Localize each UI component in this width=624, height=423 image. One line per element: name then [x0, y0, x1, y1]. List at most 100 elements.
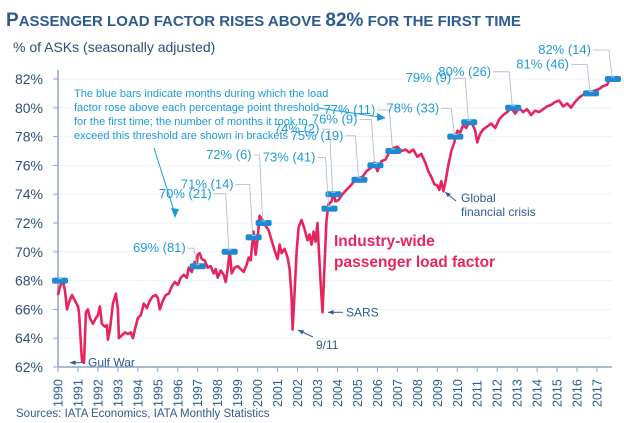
x-tick-label: 2016	[571, 379, 585, 407]
x-tick-label: 2000	[251, 379, 265, 407]
y-tick-label: 70%	[15, 244, 43, 260]
x-tick-label: 1996	[171, 379, 185, 407]
note-arrow-right-head	[377, 113, 386, 121]
threshold-bar	[385, 148, 402, 154]
note-line: The blue bars indicate months during whi…	[74, 88, 328, 100]
threshold-leader	[571, 64, 591, 91]
y-tick-label: 68%	[15, 273, 43, 289]
threshold-leader	[359, 119, 375, 163]
x-tick-label: 2017	[591, 379, 605, 407]
threshold-label: 78% (33)	[387, 101, 440, 116]
x-tick-label: 1997	[191, 379, 205, 407]
threshold-label: 71% (14)	[181, 176, 234, 191]
x-tick-label: 1999	[231, 379, 245, 407]
threshold-label: 76% (9)	[312, 111, 358, 126]
x-tick-label: 1998	[211, 379, 225, 407]
x-tick-label: 2003	[311, 379, 325, 407]
threshold-label: 72% (6)	[206, 147, 252, 162]
x-tick-label: 1991	[71, 379, 85, 407]
x-tick-label: 2009	[431, 379, 445, 407]
threshold-label: 79% (9)	[406, 70, 452, 85]
y-tick-label: 80%	[15, 100, 43, 116]
initial-bar-68	[51, 277, 68, 284]
y-tick-labels: 62% 64% 66% 68% 70% 72% 74% 76% 78% 80% 82%	[15, 71, 43, 375]
threshold-bar	[255, 220, 272, 226]
note-line: exceed this threshold are shown in brack…	[74, 130, 289, 142]
explanatory-note: The blue bars indicate months during whi…	[74, 88, 328, 142]
threshold-leader	[441, 108, 455, 134]
x-tick-label: 2002	[291, 379, 305, 407]
threshold-bar	[505, 104, 522, 111]
x-tick-label: 2014	[531, 379, 545, 407]
threshold-bar	[245, 234, 262, 241]
x-tick-label: 2005	[351, 379, 365, 407]
y-tick-label: 74%	[15, 186, 43, 202]
chart-title: PASSENGER LOAD FACTOR RISES ABOVE 82% FO…	[6, 10, 521, 31]
x-tick-label: 2015	[551, 379, 565, 407]
series-line-0	[56, 76, 615, 364]
y-tick-label: 66%	[15, 301, 43, 317]
threshold-label: 81% (46)	[516, 56, 569, 71]
x-tick-label: 1992	[91, 379, 105, 407]
note-line: for the first time; the number of months…	[74, 116, 308, 128]
event-label-sars: SARS	[346, 305, 379, 319]
threshold-bar	[461, 119, 478, 126]
y-tick-label: 62%	[15, 359, 43, 375]
event-label-gfc-line1: Global	[461, 191, 496, 205]
threshold-label: 75% (19)	[291, 128, 344, 143]
threshold-bar	[367, 162, 384, 169]
x-tick-label: 2013	[511, 379, 525, 407]
note-arrow-left-head	[171, 208, 179, 218]
y-tick-label: 76%	[15, 157, 43, 173]
threshold-bar	[583, 90, 600, 97]
x-tick-label: 1994	[131, 379, 145, 407]
y-tick-label: 64%	[15, 330, 43, 346]
gulf-war-arrow-head	[70, 360, 76, 366]
source-note: Sources: IATA Economics, IATA Monthly St…	[16, 408, 270, 420]
threshold-leader	[317, 157, 329, 206]
y-axis-label: % of ASKs (seasonally adjusted)	[13, 39, 215, 55]
threshold-bar	[189, 263, 206, 270]
x-tick-label: 2010	[451, 379, 465, 407]
threshold-leader	[345, 135, 359, 177]
y-tick-label: 82%	[15, 71, 43, 87]
threshold-label: 70% (21)	[159, 186, 212, 201]
series-line-group	[56, 76, 615, 364]
threshold-label: 77% (11)	[324, 102, 376, 117]
threshold-bar	[221, 248, 238, 255]
threshold-label: 74% (2)	[274, 121, 320, 136]
note-arrows	[153, 107, 386, 218]
event-label-gulf-war: Gulf War	[88, 356, 135, 370]
x-tick-label: 1990	[52, 379, 66, 407]
x-tick-label: 2007	[391, 379, 405, 407]
x-tick-label: 2011	[471, 380, 485, 407]
x-tick-label: 1993	[111, 379, 125, 407]
threshold-label: 82% (14)	[538, 42, 591, 57]
note-arrow-left-line	[153, 147, 176, 215]
threshold-bar	[604, 76, 621, 82]
x-tick-label: 2008	[411, 379, 425, 407]
series-label-line2: passenger load factor	[334, 254, 495, 271]
threshold-bar	[447, 133, 464, 140]
gfc-arrow-head	[445, 192, 451, 198]
threshold-leader	[213, 193, 230, 249]
threshold-leader	[235, 183, 254, 235]
axes	[53, 70, 612, 372]
threshold-leader	[592, 49, 613, 77]
threshold-label: 80% (26)	[438, 64, 491, 79]
threshold-labels: 69% (81) 70% (21)71% (14) 72% (6) 73% (41) 7…	[133, 42, 613, 264]
threshold-label: 69% (81)	[133, 240, 186, 255]
sars-arrow-head	[328, 309, 334, 315]
event-label-gfc-line2: financial crisis	[461, 205, 536, 219]
threshold-leader	[321, 128, 333, 192]
event-label-9-11: 9/11	[316, 338, 339, 352]
x-tick-label: 2012	[491, 379, 505, 407]
note-arrow-right-line	[317, 107, 381, 118]
series-label-line1: Industry-wide	[334, 233, 435, 250]
y-tick-label: 72%	[15, 215, 43, 231]
x-tick-label: 2004	[331, 379, 345, 407]
threshold-bar	[351, 176, 368, 183]
threshold-leader	[377, 109, 393, 149]
